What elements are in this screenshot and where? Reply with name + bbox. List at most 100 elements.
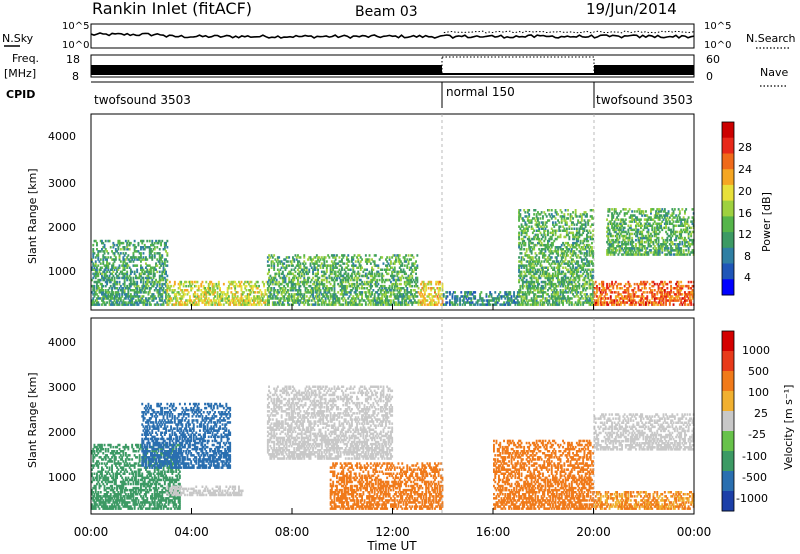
heatmap-cell (650, 289, 652, 292)
heatmap-cell (567, 250, 569, 253)
heatmap-cell (400, 289, 402, 292)
heatmap-cell (587, 295, 590, 298)
heatmap-cell (575, 215, 578, 218)
heatmap-cell (678, 303, 681, 306)
heatmap-cell (572, 237, 574, 241)
heatmap-cell (200, 295, 203, 298)
heatmap-cell (379, 303, 382, 306)
heatmap-cell (325, 295, 328, 298)
heatmap-cell (525, 227, 528, 230)
heatmap-cell (586, 287, 588, 290)
heatmap-cell (555, 266, 558, 269)
heatmap-cell (455, 299, 458, 302)
heatmap-cell (547, 293, 549, 296)
heatmap-cell (559, 229, 562, 232)
heatmap-cell (136, 301, 139, 304)
heatmap-cell (113, 303, 116, 306)
heatmap-cell (119, 260, 122, 263)
heatmap-cell (548, 258, 551, 261)
heatmap-cell (116, 274, 118, 278)
heatmap-cell (327, 264, 330, 267)
heatmap-cell (368, 260, 371, 263)
heatmap-cell (341, 303, 343, 306)
heatmap-cell (255, 284, 258, 288)
heatmap-cell (212, 299, 215, 302)
heatmap-cell (678, 287, 681, 290)
heatmap-cell (207, 282, 210, 286)
heatmap-cell (648, 291, 651, 294)
heatmap-cell (216, 303, 219, 306)
heatmap-cell (452, 291, 455, 294)
heatmap-cell (413, 262, 416, 265)
heatmap-cell (366, 262, 368, 265)
heatmap-cell (582, 246, 585, 249)
heatmap-cell (318, 280, 321, 284)
heatmap-cell (570, 301, 573, 304)
heatmap-cell (353, 254, 356, 257)
heatmap-cell (116, 303, 118, 306)
heatmap-cell (577, 280, 580, 284)
heatmap-cell (156, 258, 159, 261)
heatmap-cell (219, 301, 221, 304)
heatmap-cell (531, 227, 534, 230)
heatmap-cell (613, 303, 616, 306)
heatmap-cell (437, 289, 440, 292)
heatmap-cell (298, 282, 301, 286)
heatmap-cell (416, 280, 419, 284)
heatmap-cell (397, 276, 400, 280)
heatmap-cell (118, 295, 121, 298)
heatmap-cell (118, 266, 121, 269)
heatmap-cell (205, 291, 208, 294)
heatmap-cell (579, 241, 582, 245)
heatmap-cell (552, 276, 554, 280)
heatmap-cell (534, 235, 537, 239)
heatmap-cell (518, 264, 520, 267)
heatmap-cell (317, 289, 319, 292)
heatmap-cell (160, 274, 162, 278)
heatmap-cell (574, 284, 577, 288)
heatmap-cell (570, 303, 573, 306)
heatmap-cell (545, 266, 548, 269)
heatmap-cell (279, 289, 282, 292)
heatmap-cell (271, 276, 274, 280)
heatmap-cell (117, 289, 120, 292)
heatmap-cell (107, 276, 110, 280)
heatmap-cell (143, 301, 146, 304)
heatmap-cell (570, 248, 573, 251)
heatmap-cell (369, 284, 372, 288)
heatmap-cell (568, 248, 571, 251)
heatmap-cell (137, 243, 140, 247)
heatmap-cell (526, 229, 529, 232)
heatmap-cell (118, 264, 121, 267)
heatmap-cell (677, 284, 680, 288)
heatmap-cell (269, 293, 272, 296)
heatmap-cell (99, 289, 102, 292)
heatmap-cell (363, 282, 366, 286)
heatmap-cell (523, 241, 526, 245)
heatmap-cell (348, 284, 351, 288)
heatmap-cell (398, 289, 401, 292)
heatmap-cell (567, 260, 569, 263)
heatmap-cell (172, 284, 175, 288)
heatmap-cell (297, 301, 299, 304)
heatmap-cell (431, 287, 434, 290)
heatmap-cell (607, 253, 610, 256)
heatmap-cell (245, 295, 248, 298)
heatmap-cell (283, 274, 286, 278)
heatmap-cell (441, 284, 444, 288)
heatmap-cell (580, 223, 583, 226)
heatmap-cell (486, 299, 489, 302)
heatmap-cell (114, 250, 117, 253)
heatmap-cell (560, 299, 563, 302)
heatmap-cell (200, 297, 203, 300)
heatmap-cell (204, 297, 206, 300)
freq-bar-segment-1 (91, 65, 442, 75)
heatmap-cell (412, 256, 415, 259)
heatmap-cell (531, 258, 534, 261)
heatmap-cell (575, 289, 578, 292)
heatmap-cell (268, 278, 270, 282)
heatmap-cell (153, 248, 156, 251)
heatmap-cell (543, 231, 546, 235)
heatmap-cell (421, 301, 424, 304)
heatmap-cell (158, 291, 161, 294)
